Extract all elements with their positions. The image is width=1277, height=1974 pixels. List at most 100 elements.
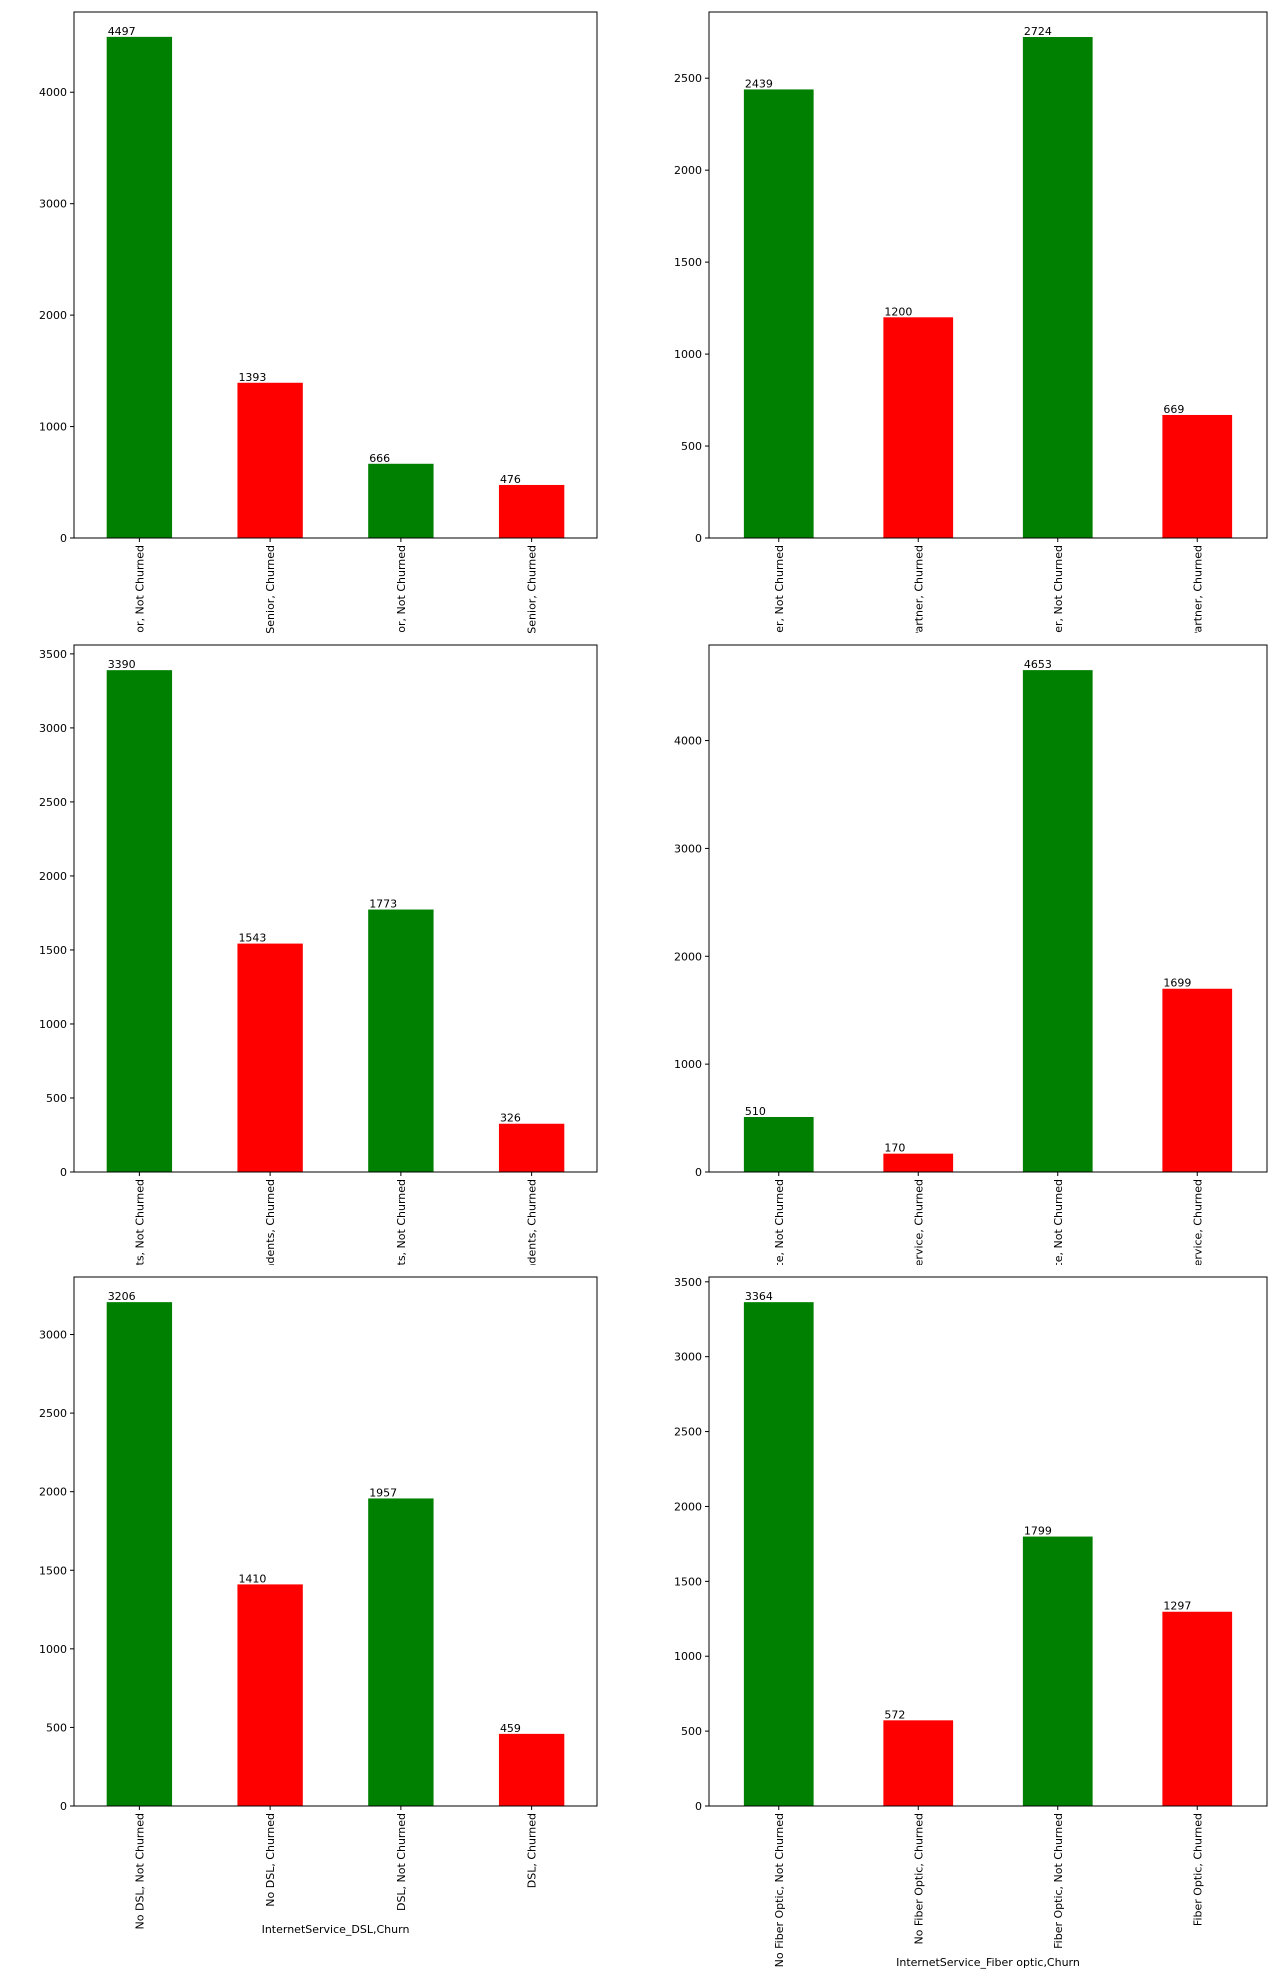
y-tick-label: 1000 (39, 1643, 67, 1656)
bar (743, 1302, 814, 1806)
bar-value-label: 2439 (745, 77, 773, 90)
bar-value-label: 510 (745, 1105, 766, 1118)
bar (498, 1123, 565, 1172)
y-tick-label: 3000 (39, 1329, 67, 1342)
bar (1022, 1536, 1093, 1806)
y-tick-label: 1500 (39, 1564, 67, 1577)
x-tick-label: No Fiber Optic, Churned (912, 1813, 925, 1945)
y-tick-label: 1000 (674, 1058, 702, 1071)
bar (368, 463, 434, 538)
bar (1022, 37, 1093, 539)
bar (368, 909, 434, 1172)
chart-panel-5: 0 500 1000 1500 2000 2500 3000 3206 No DSL, Not … (39, 1276, 598, 1936)
y-tick-label: 500 (46, 1092, 67, 1105)
bar-value-label: 170 (884, 1142, 905, 1155)
x-tick-label: Phone Service, Not Churned (1052, 1179, 1065, 1334)
y-tick-label: 1500 (39, 944, 67, 957)
y-tick-label: 4000 (39, 86, 67, 99)
y-tick-label: 500 (681, 440, 702, 453)
y-tick-label: 2000 (39, 309, 67, 322)
axes-frame (708, 644, 1268, 1173)
chart-panel-6: 0 500 1000 1500 2000 2500 3000 3500 3364 No Fiber… (674, 1276, 1268, 1969)
bar-value-label: 2724 (1024, 25, 1052, 38)
x-tick-label: No Partner, Churned (912, 545, 925, 657)
bar-value-label: 666 (369, 452, 390, 465)
bar (883, 1720, 954, 1806)
y-tick-label: 2000 (674, 164, 702, 177)
bar-value-label: 1773 (369, 898, 397, 911)
bar-value-label: 459 (500, 1722, 521, 1735)
x-tick-label: Senior, Not Churned (395, 545, 408, 656)
x-tick-label: No DSL, Not Churned (133, 1813, 146, 1929)
bar (368, 1498, 434, 1806)
bar-value-label: 3364 (745, 1290, 773, 1303)
y-tick-label: 0 (695, 1166, 702, 1179)
x-axis-label: InternetService_DSL,Churn (262, 1923, 410, 1936)
y-tick-label: 3000 (674, 842, 702, 855)
y-tick-label: 3000 (674, 1351, 702, 1364)
bar (883, 1153, 954, 1172)
x-tick-label: Not Senior, Churned (264, 545, 277, 656)
y-tick-label: 2500 (39, 1407, 67, 1420)
bar-value-label: 4653 (1024, 658, 1052, 671)
y-tick-label: 2500 (39, 796, 67, 809)
y-tick-label: 3000 (39, 722, 67, 735)
axes-frame (708, 11, 1268, 539)
x-tick-label: No Partner, Not Churned (773, 545, 786, 680)
bar (883, 317, 954, 538)
y-tick-label: 0 (60, 1800, 67, 1813)
chart-panel-3: 0 500 1000 1500 2000 2500 3000 3500 3390 No Depen… (39, 644, 598, 1341)
y-tick-label: 4000 (674, 735, 702, 748)
x-tick-label: Fiber Optic, Not Churned (1052, 1813, 1065, 1949)
x-tick-label: Not Senior, Not Churned (133, 545, 146, 679)
bar-value-label: 1393 (238, 371, 266, 384)
bar-value-label: 1297 (1163, 1600, 1191, 1613)
bar (498, 1733, 565, 1806)
x-tick-label: No DSL, Churned (264, 1813, 277, 1907)
x-tick-label: Partner, Not Churned (1052, 545, 1065, 661)
y-tick-label: 1500 (674, 256, 702, 269)
y-tick-label: 1000 (674, 1650, 702, 1663)
axes-frame (73, 644, 598, 1173)
x-tick-label: No Dependents, Not Churned (133, 1179, 146, 1341)
bar (743, 89, 814, 538)
x-tick-label: Phone Service, Churned (1191, 1179, 1204, 1311)
y-tick-label: 1000 (39, 1018, 67, 1031)
bar (106, 1302, 173, 1806)
y-tick-label: 500 (46, 1721, 67, 1734)
bar-value-label: 3206 (108, 1290, 136, 1303)
bar (106, 670, 173, 1172)
bar (237, 943, 303, 1172)
x-tick-label: No Fiber Optic, Not Churned (773, 1813, 786, 1967)
axes-frame (73, 1276, 598, 1807)
x-tick-label: Fiber Optic, Churned (1191, 1813, 1204, 1926)
y-tick-label: 2500 (674, 1426, 702, 1439)
axes-frame (708, 1276, 1268, 1807)
bar (1162, 414, 1233, 538)
y-tick-label: 0 (695, 1800, 702, 1813)
x-tick-label: No Dependents, Churned (264, 1179, 277, 1318)
y-tick-label: 1000 (674, 348, 702, 361)
x-tick-label: No Phone Service, Churned (912, 1179, 925, 1329)
bar (1162, 988, 1233, 1172)
x-tick-label: Dependents, Churned (526, 1179, 539, 1299)
bar-value-label: 326 (500, 1112, 521, 1125)
y-tick-label: 3500 (674, 1276, 702, 1289)
bar (743, 1116, 814, 1172)
y-tick-label: 0 (60, 1166, 67, 1179)
bar-value-label: 1200 (884, 305, 912, 318)
x-tick-label: Senior, Churned (526, 545, 539, 634)
bar (498, 484, 565, 538)
bar (237, 382, 303, 538)
y-tick-label: 1000 (39, 421, 67, 434)
bar-value-label: 572 (884, 1708, 905, 1721)
y-tick-label: 2000 (674, 950, 702, 963)
bar (237, 1584, 303, 1806)
bar (1022, 670, 1093, 1172)
y-tick-label: 500 (681, 1725, 702, 1738)
bar (106, 36, 173, 539)
bar-value-label: 1957 (369, 1486, 397, 1499)
bar-value-label: 1699 (1163, 977, 1191, 990)
axes-frame (73, 11, 598, 539)
